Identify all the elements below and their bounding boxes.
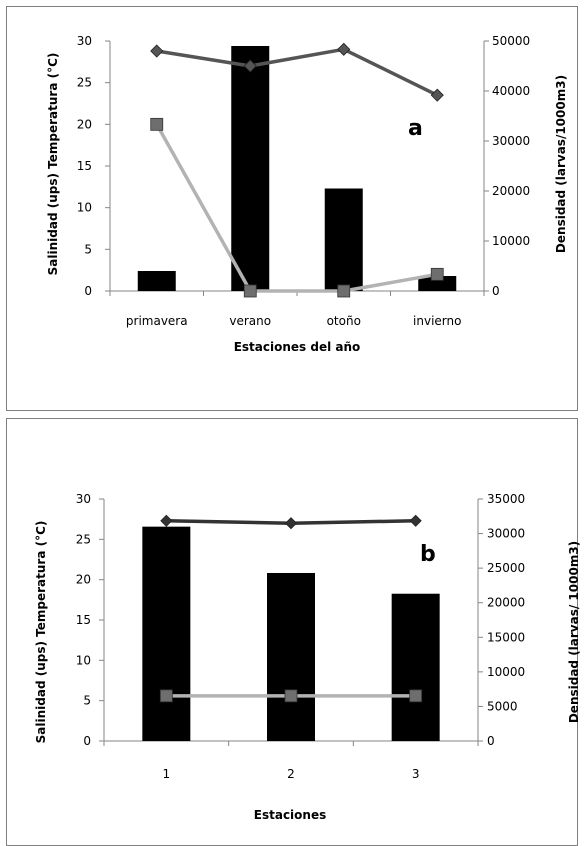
- chart-b: 0 5 10 15 20 25 30 0 5000 10000 15000 20000 25000 300…: [6, 418, 581, 846]
- chart-b-left-tick-label: 15: [76, 613, 91, 627]
- chart-b-bar: [267, 572, 315, 741]
- chart-a-series-2-point: [430, 267, 444, 281]
- chart-b-series-2-point: [284, 689, 298, 703]
- chart-a-right-tick-label: 30000: [492, 134, 530, 148]
- chart-b-right-tick-label: 10000: [487, 665, 525, 679]
- chart-a-left-tick-label: 30: [77, 34, 92, 48]
- chart-a-right-axis-title: Densidad (larvas/1000m3): [554, 75, 568, 253]
- chart-b-category-label: 2: [287, 767, 295, 781]
- chart-a-left-tick-label: 15: [77, 159, 92, 173]
- chart-b-left-axis-title: Salinidad (ups) Temperatura (°C): [34, 521, 48, 744]
- chart-b-x-axis-title: Estaciones: [254, 808, 326, 822]
- chart-b-left-tick-label: 5: [83, 694, 91, 708]
- chart-a-series-2-point: [243, 284, 257, 298]
- chart-b-left-tick-label: 20: [76, 573, 91, 587]
- chart-a-panel-letter: a: [408, 116, 423, 141]
- chart-a-left-tick-label: 5: [84, 242, 92, 256]
- chart-a-series-1-point: [430, 88, 444, 102]
- chart-a-right-tick-label: 40000: [492, 84, 530, 98]
- chart-b-right-tick-label: 30000: [487, 527, 525, 541]
- chart-b-series-1-point: [284, 517, 298, 530]
- chart-a-category-label: otoño: [327, 314, 361, 328]
- chart-b-right-tick-label: 15000: [487, 630, 525, 644]
- chart-b-right-tick-label: 20000: [487, 596, 525, 610]
- chart-b-left-tick-label: 30: [76, 492, 91, 506]
- chart-a-category-label: invierno: [413, 314, 461, 328]
- chart-b-bar: [142, 526, 191, 741]
- chart-b-right-tick-label: 35000: [487, 492, 525, 506]
- chart-b-category-label: 3: [412, 767, 420, 781]
- chart-a: 0 5 10 15 20 25 30 0 10000 20000 30000 40000 50000 pr…: [6, 6, 578, 411]
- chart-a-bar: [137, 271, 176, 291]
- chart-a-left-tick-label: 20: [77, 117, 92, 131]
- chart-b-right-tick-label: 0: [487, 734, 495, 748]
- chart-a-bar: [418, 276, 457, 291]
- chart-b-series-2-point: [409, 689, 423, 703]
- chart-a-right-tick-label: 20000: [492, 184, 530, 198]
- chart-b-right-axis-title: Densidad (larvas/ 1000m3): [567, 541, 581, 723]
- chart-b-left-tick-label: 10: [76, 653, 91, 667]
- chart-a-series-2-point: [337, 284, 351, 298]
- chart-b-bar: [391, 593, 440, 741]
- chart-a-left-tick-label: 0: [84, 284, 92, 298]
- chart-b-right-tick-label: 25000: [487, 561, 525, 575]
- chart-a-x-axis-title: Estaciones del año: [234, 340, 361, 354]
- chart-a-series-2-point: [150, 117, 164, 131]
- chart-a-left-axis-title: Salinidad (ups) Temperatura (°C): [46, 53, 60, 276]
- chart-a-bar: [324, 188, 363, 291]
- chart-a-left-tick-label: 25: [77, 76, 92, 90]
- chart-b-series-1-point: [409, 514, 422, 527]
- chart-a-series-1-line: [156, 47, 439, 97]
- chart-a-right-tick-label: 0: [492, 284, 500, 298]
- chart-b-series-1-point: [160, 514, 173, 527]
- chart-b-left-tick-label: 0: [83, 734, 91, 748]
- chart-a-series-1-point: [337, 42, 351, 56]
- chart-a-right-tick-label: 50000: [492, 34, 530, 48]
- chart-a-bar: [231, 46, 270, 291]
- chart-b-left-tick-label: 25: [76, 532, 91, 546]
- chart-b-right-tick-label: 5000: [487, 699, 518, 713]
- chart-a-left-tick-label: 10: [77, 201, 92, 215]
- chart-a-category-label: primavera: [126, 314, 188, 328]
- chart-b-series-2-point: [159, 689, 173, 703]
- chart-a-category-label: verano: [229, 314, 271, 328]
- chart-a-series-1-point: [243, 59, 257, 73]
- chart-a-series-1-point: [150, 44, 164, 58]
- chart-b-panel-letter: b: [420, 542, 436, 567]
- chart-a-right-tick-label: 10000: [492, 234, 530, 248]
- chart-b-category-label: 1: [163, 767, 171, 781]
- chart-a-series-2-line: [155, 123, 438, 293]
- chart-a-frame: [6, 6, 578, 411]
